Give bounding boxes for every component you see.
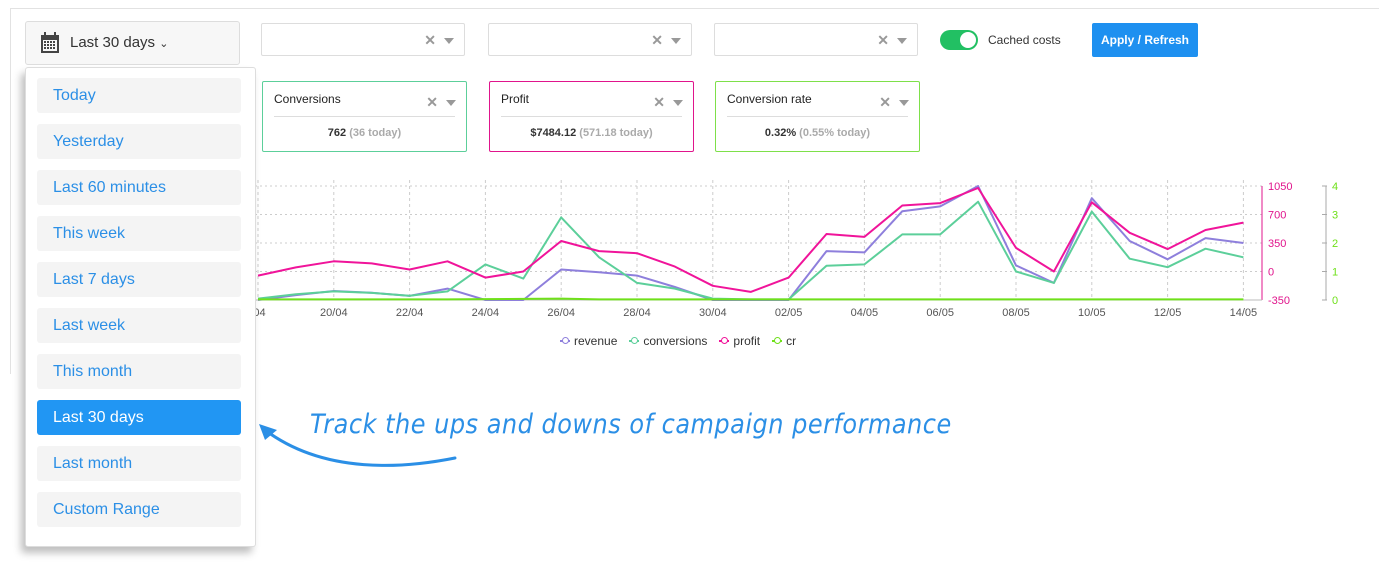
x-tick-label: 04/05 bbox=[851, 307, 879, 319]
y-tick-profit: 350 bbox=[1268, 238, 1286, 250]
range-option-yesterday[interactable]: Yesterday bbox=[37, 124, 241, 159]
range-option-custom-range[interactable]: Custom Range bbox=[37, 492, 241, 527]
chevron-down-icon: ⌄ bbox=[159, 38, 169, 50]
cached-costs-label: Cached costs bbox=[988, 33, 1061, 47]
range-option-this-week[interactable]: This week bbox=[37, 216, 241, 251]
legend-label: cr bbox=[786, 334, 797, 348]
y-tick-profit: 700 bbox=[1268, 210, 1286, 222]
legend-marker bbox=[560, 337, 570, 344]
series-line-profit bbox=[257, 187, 1244, 293]
divider bbox=[501, 116, 682, 117]
range-option-last-month[interactable]: Last month bbox=[37, 446, 241, 481]
legend-label: revenue bbox=[574, 334, 618, 348]
card-value: $7484.12 bbox=[530, 127, 577, 139]
metric-card-profit[interactable]: Profit ✕ $7484.12 (571.18 today) bbox=[489, 81, 694, 152]
date-range-menu: Today Yesterday Last 60 minutes This wee… bbox=[25, 67, 256, 547]
x-tick-label: 22/04 bbox=[396, 307, 424, 319]
divider bbox=[274, 116, 455, 117]
content-panel bbox=[10, 8, 1379, 374]
caret-down-icon[interactable] bbox=[671, 37, 681, 44]
metric-card-conversions[interactable]: Conversions ✕ 762 (36 today) bbox=[262, 81, 467, 152]
range-option-last-week[interactable]: Last week bbox=[37, 308, 241, 343]
y-tick-right: 2 bbox=[1332, 238, 1338, 250]
y-tick-right: 4 bbox=[1332, 181, 1338, 193]
range-option-last-30-days[interactable]: Last 30 days bbox=[37, 400, 241, 435]
chart-legend: revenue conversions profit cr bbox=[560, 334, 796, 348]
caret-down-icon[interactable] bbox=[444, 37, 454, 44]
card-title: Profit bbox=[501, 92, 530, 106]
legend-label: conversions bbox=[643, 334, 708, 348]
x-tick-label: 10/05 bbox=[1078, 307, 1106, 319]
legend-cr[interactable]: cr bbox=[772, 334, 796, 348]
legend-conversions[interactable]: conversions bbox=[629, 334, 707, 348]
card-today: (571.18 today) bbox=[579, 127, 653, 139]
y-tick-profit: 0 bbox=[1268, 267, 1274, 279]
y-tick-profit: 1050 bbox=[1268, 181, 1292, 193]
filter-select-3[interactable]: ✕ bbox=[714, 23, 918, 56]
card-today: (0.55% today) bbox=[799, 127, 871, 139]
x-tick-label: 02/05 bbox=[775, 307, 803, 319]
filter-select-1[interactable]: ✕ bbox=[261, 23, 465, 56]
x-tick-label: 08/05 bbox=[1002, 307, 1030, 319]
range-option-this-month[interactable]: This month bbox=[37, 354, 241, 389]
legend-marker bbox=[629, 337, 640, 344]
caret-down-icon[interactable] bbox=[899, 99, 909, 106]
series-line-cr bbox=[258, 297, 1244, 301]
clear-icon[interactable]: ✕ bbox=[651, 32, 663, 48]
card-value: 0.32% bbox=[764, 127, 797, 139]
filter-select-2[interactable]: ✕ bbox=[488, 23, 692, 56]
y-tick-profit: -350 bbox=[1268, 295, 1290, 307]
arrow-annotation-icon bbox=[259, 424, 457, 467]
calendar-icon bbox=[41, 32, 59, 53]
y-tick-right: 3 bbox=[1332, 210, 1338, 222]
clear-icon[interactable]: ✕ bbox=[653, 94, 665, 110]
date-range-label: Last 30 days bbox=[70, 34, 156, 51]
clear-icon[interactable]: ✕ bbox=[426, 94, 438, 110]
caret-down-icon[interactable] bbox=[897, 37, 907, 44]
y-tick-right: 1 bbox=[1332, 267, 1338, 279]
y-tick-right: 0 bbox=[1332, 295, 1338, 307]
x-tick-label: 20/04 bbox=[320, 307, 348, 319]
legend-profit[interactable]: profit bbox=[719, 334, 760, 348]
x-tick-label: 30/04 bbox=[699, 307, 727, 319]
range-option-last-7-days[interactable]: Last 7 days bbox=[37, 262, 241, 297]
card-value: 762 bbox=[327, 127, 347, 139]
x-tick-label: 14/05 bbox=[1230, 307, 1258, 319]
metric-card-conversion-rate[interactable]: Conversion rate ✕ 0.32% (0.55% today) bbox=[715, 81, 920, 152]
x-tick-label: 28/04 bbox=[623, 307, 651, 319]
apply-refresh-button[interactable]: Apply / Refresh bbox=[1092, 23, 1198, 57]
x-tick-label: 24/04 bbox=[472, 307, 500, 319]
x-tick-label: 26/04 bbox=[547, 307, 575, 319]
clear-icon[interactable]: ✕ bbox=[879, 94, 891, 110]
series-line-conversions bbox=[257, 200, 1244, 301]
x-tick-label: 12/05 bbox=[1154, 307, 1182, 319]
divider bbox=[727, 116, 908, 117]
range-option-last-60-minutes[interactable]: Last 60 minutes bbox=[37, 170, 241, 205]
clear-icon[interactable]: ✕ bbox=[877, 32, 889, 48]
cached-costs-toggle[interactable] bbox=[940, 30, 978, 50]
toggle-knob bbox=[960, 32, 976, 48]
date-range-button[interactable]: Last 30 days ⌄ bbox=[25, 21, 240, 65]
legend-marker bbox=[772, 337, 783, 344]
caret-down-icon[interactable] bbox=[446, 99, 456, 106]
caret-down-icon[interactable] bbox=[673, 99, 683, 106]
legend-marker bbox=[719, 337, 730, 344]
annotation-text: Track the ups and downs of campaign perf… bbox=[310, 408, 952, 440]
card-title: Conversion rate bbox=[727, 92, 812, 106]
card-title: Conversions bbox=[274, 92, 341, 106]
card-today: (36 today) bbox=[349, 127, 402, 139]
range-option-today[interactable]: Today bbox=[37, 78, 241, 113]
legend-revenue[interactable]: revenue bbox=[560, 334, 617, 348]
clear-icon[interactable]: ✕ bbox=[424, 32, 436, 48]
legend-label: profit bbox=[733, 334, 761, 348]
x-tick-label: 06/05 bbox=[926, 307, 954, 319]
